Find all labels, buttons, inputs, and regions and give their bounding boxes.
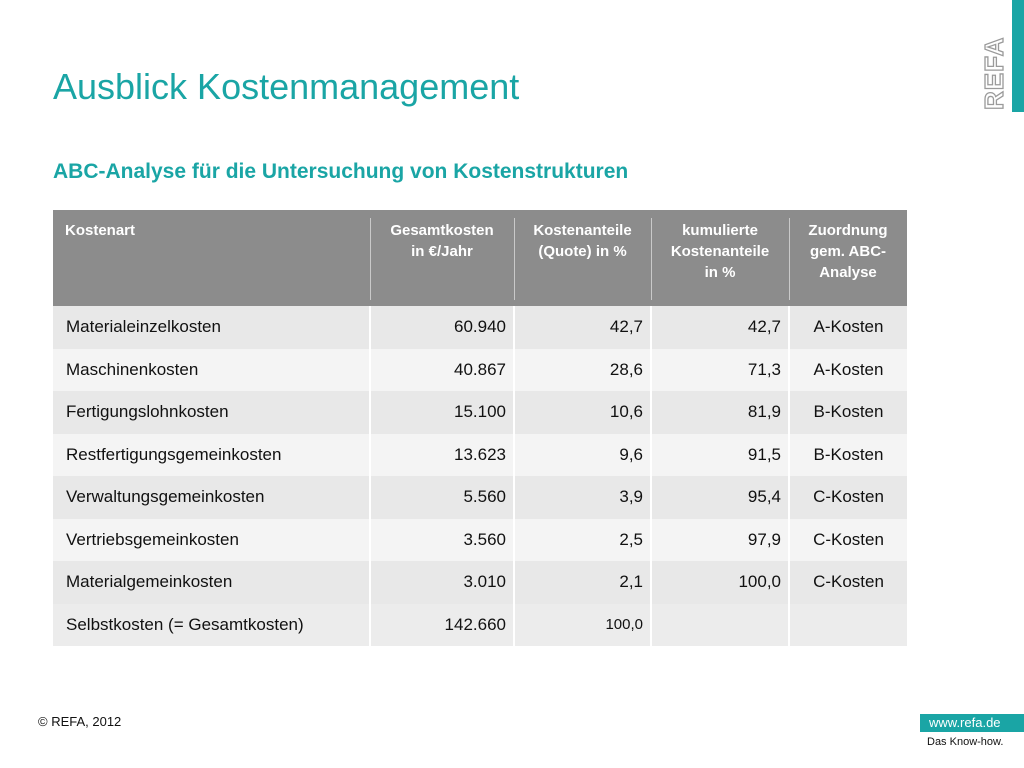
table-header-row: Kostenart Gesamtkosten in €/Jahr Kostenante… (53, 210, 907, 306)
cell-kostenart: Verwaltungsgemeinkosten (53, 476, 370, 519)
tagline: Das Know-how. (927, 736, 1004, 748)
cell-zuordnung: A-Kosten (788, 348, 907, 391)
cost-table: Kostenart Gesamtkosten in €/Jahr Kostenante… (53, 210, 907, 646)
cell-kostenanteil: 2,1 (513, 561, 651, 604)
cell-kumuliert: 95,4 (650, 476, 789, 519)
cell-kumuliert: 97,9 (650, 518, 789, 561)
cell-kostenanteil: 3,9 (513, 476, 651, 519)
cell-kostenanteil: 10,6 (513, 391, 651, 434)
refa-logo: REFA (983, 36, 1007, 111)
copyright: © REFA, 2012 (38, 714, 122, 729)
cell-kostenart: Restfertigungsgemeinkosten (53, 433, 370, 476)
cell-kumuliert (650, 603, 789, 646)
cell-kostenanteil: 9,6 (513, 433, 651, 476)
cell-kumuliert: 100,0 (650, 561, 789, 604)
cell-kostenanteil: 28,6 (513, 348, 651, 391)
cell-gesamtkosten: 5.560 (369, 476, 514, 519)
cell-kumuliert: 81,9 (650, 391, 789, 434)
cell-zuordnung: C-Kosten (788, 561, 907, 604)
header-kostenanteile: Kostenanteile (Quote) in % (514, 210, 651, 306)
cell-kostenart: Materialeinzelkosten (53, 306, 370, 349)
cell-zuordnung: C-Kosten (788, 476, 907, 519)
cell-gesamtkosten: 15.100 (369, 391, 514, 434)
cell-kostenart: Maschinenkosten (53, 348, 370, 391)
table-row: Fertigungslohnkosten 15.100 10,6 81,9 B-Kost… (53, 391, 907, 434)
cell-kumuliert: 71,3 (650, 348, 789, 391)
page-subtitle: ABC-Analyse für die Untersuchung von Kos… (53, 160, 629, 183)
cell-kostenanteil: 42,7 (513, 306, 651, 349)
header-gesamtkosten: Gesamtkosten in €/Jahr (370, 210, 514, 306)
cell-zuordnung: B-Kosten (788, 433, 907, 476)
page-title: Ausblick Kostenmanagement (53, 66, 520, 107)
cell-gesamtkosten: 13.623 (369, 433, 514, 476)
header-kostenart: Kostenart (53, 210, 370, 306)
table-row: Vertriebsgemeinkosten 3.560 2,5 97,9 C-Koste… (53, 518, 907, 561)
table-total-row: Selbstkosten (= Gesamtkosten) 142.660 100,… (53, 603, 907, 646)
cell-kostenart: Fertigungslohnkosten (53, 391, 370, 434)
cell-kostenanteil: 100,0 (513, 603, 651, 646)
cell-kumuliert: 91,5 (650, 433, 789, 476)
table-row: Verwaltungsgemeinkosten 5.560 3,9 95,4 C-Kos… (53, 476, 907, 519)
table-row: Maschinenkosten 40.867 28,6 71,3 A-Kosten (53, 348, 907, 391)
website-link[interactable]: www.refa.de (920, 714, 1024, 732)
brand-accent-bar (1012, 0, 1024, 112)
header-zuordnung: Zuordnung gem. ABC- Analyse (789, 210, 907, 306)
cell-kostenart: Materialgemeinkosten (53, 561, 370, 604)
header-kumulierte: kumulierte Kostenanteile in % (651, 210, 789, 306)
cell-gesamtkosten: 142.660 (369, 603, 514, 646)
cell-gesamtkosten: 3.560 (369, 518, 514, 561)
cell-zuordnung: A-Kosten (788, 306, 907, 349)
cell-kumuliert: 42,7 (650, 306, 789, 349)
cell-gesamtkosten: 60.940 (369, 306, 514, 349)
cell-zuordnung (788, 603, 907, 646)
table-row: Materialgemeinkosten 3.010 2,1 100,0 C-Koste… (53, 561, 907, 604)
cell-gesamtkosten: 3.010 (369, 561, 514, 604)
svg-text:REFA: REFA (983, 37, 1007, 110)
cell-zuordnung: C-Kosten (788, 518, 907, 561)
cell-kostenart: Selbstkosten (= Gesamtkosten) (53, 603, 370, 646)
cell-kostenanteil: 2,5 (513, 518, 651, 561)
cell-gesamtkosten: 40.867 (369, 348, 514, 391)
table-row: Restfertigungsgemeinkosten 13.623 9,6 91,5 B… (53, 433, 907, 476)
cell-kostenart: Vertriebsgemeinkosten (53, 518, 370, 561)
cell-zuordnung: B-Kosten (788, 391, 907, 434)
table-row: Materialeinzelkosten 60.940 42,7 42,7 A-Kost… (53, 306, 907, 349)
